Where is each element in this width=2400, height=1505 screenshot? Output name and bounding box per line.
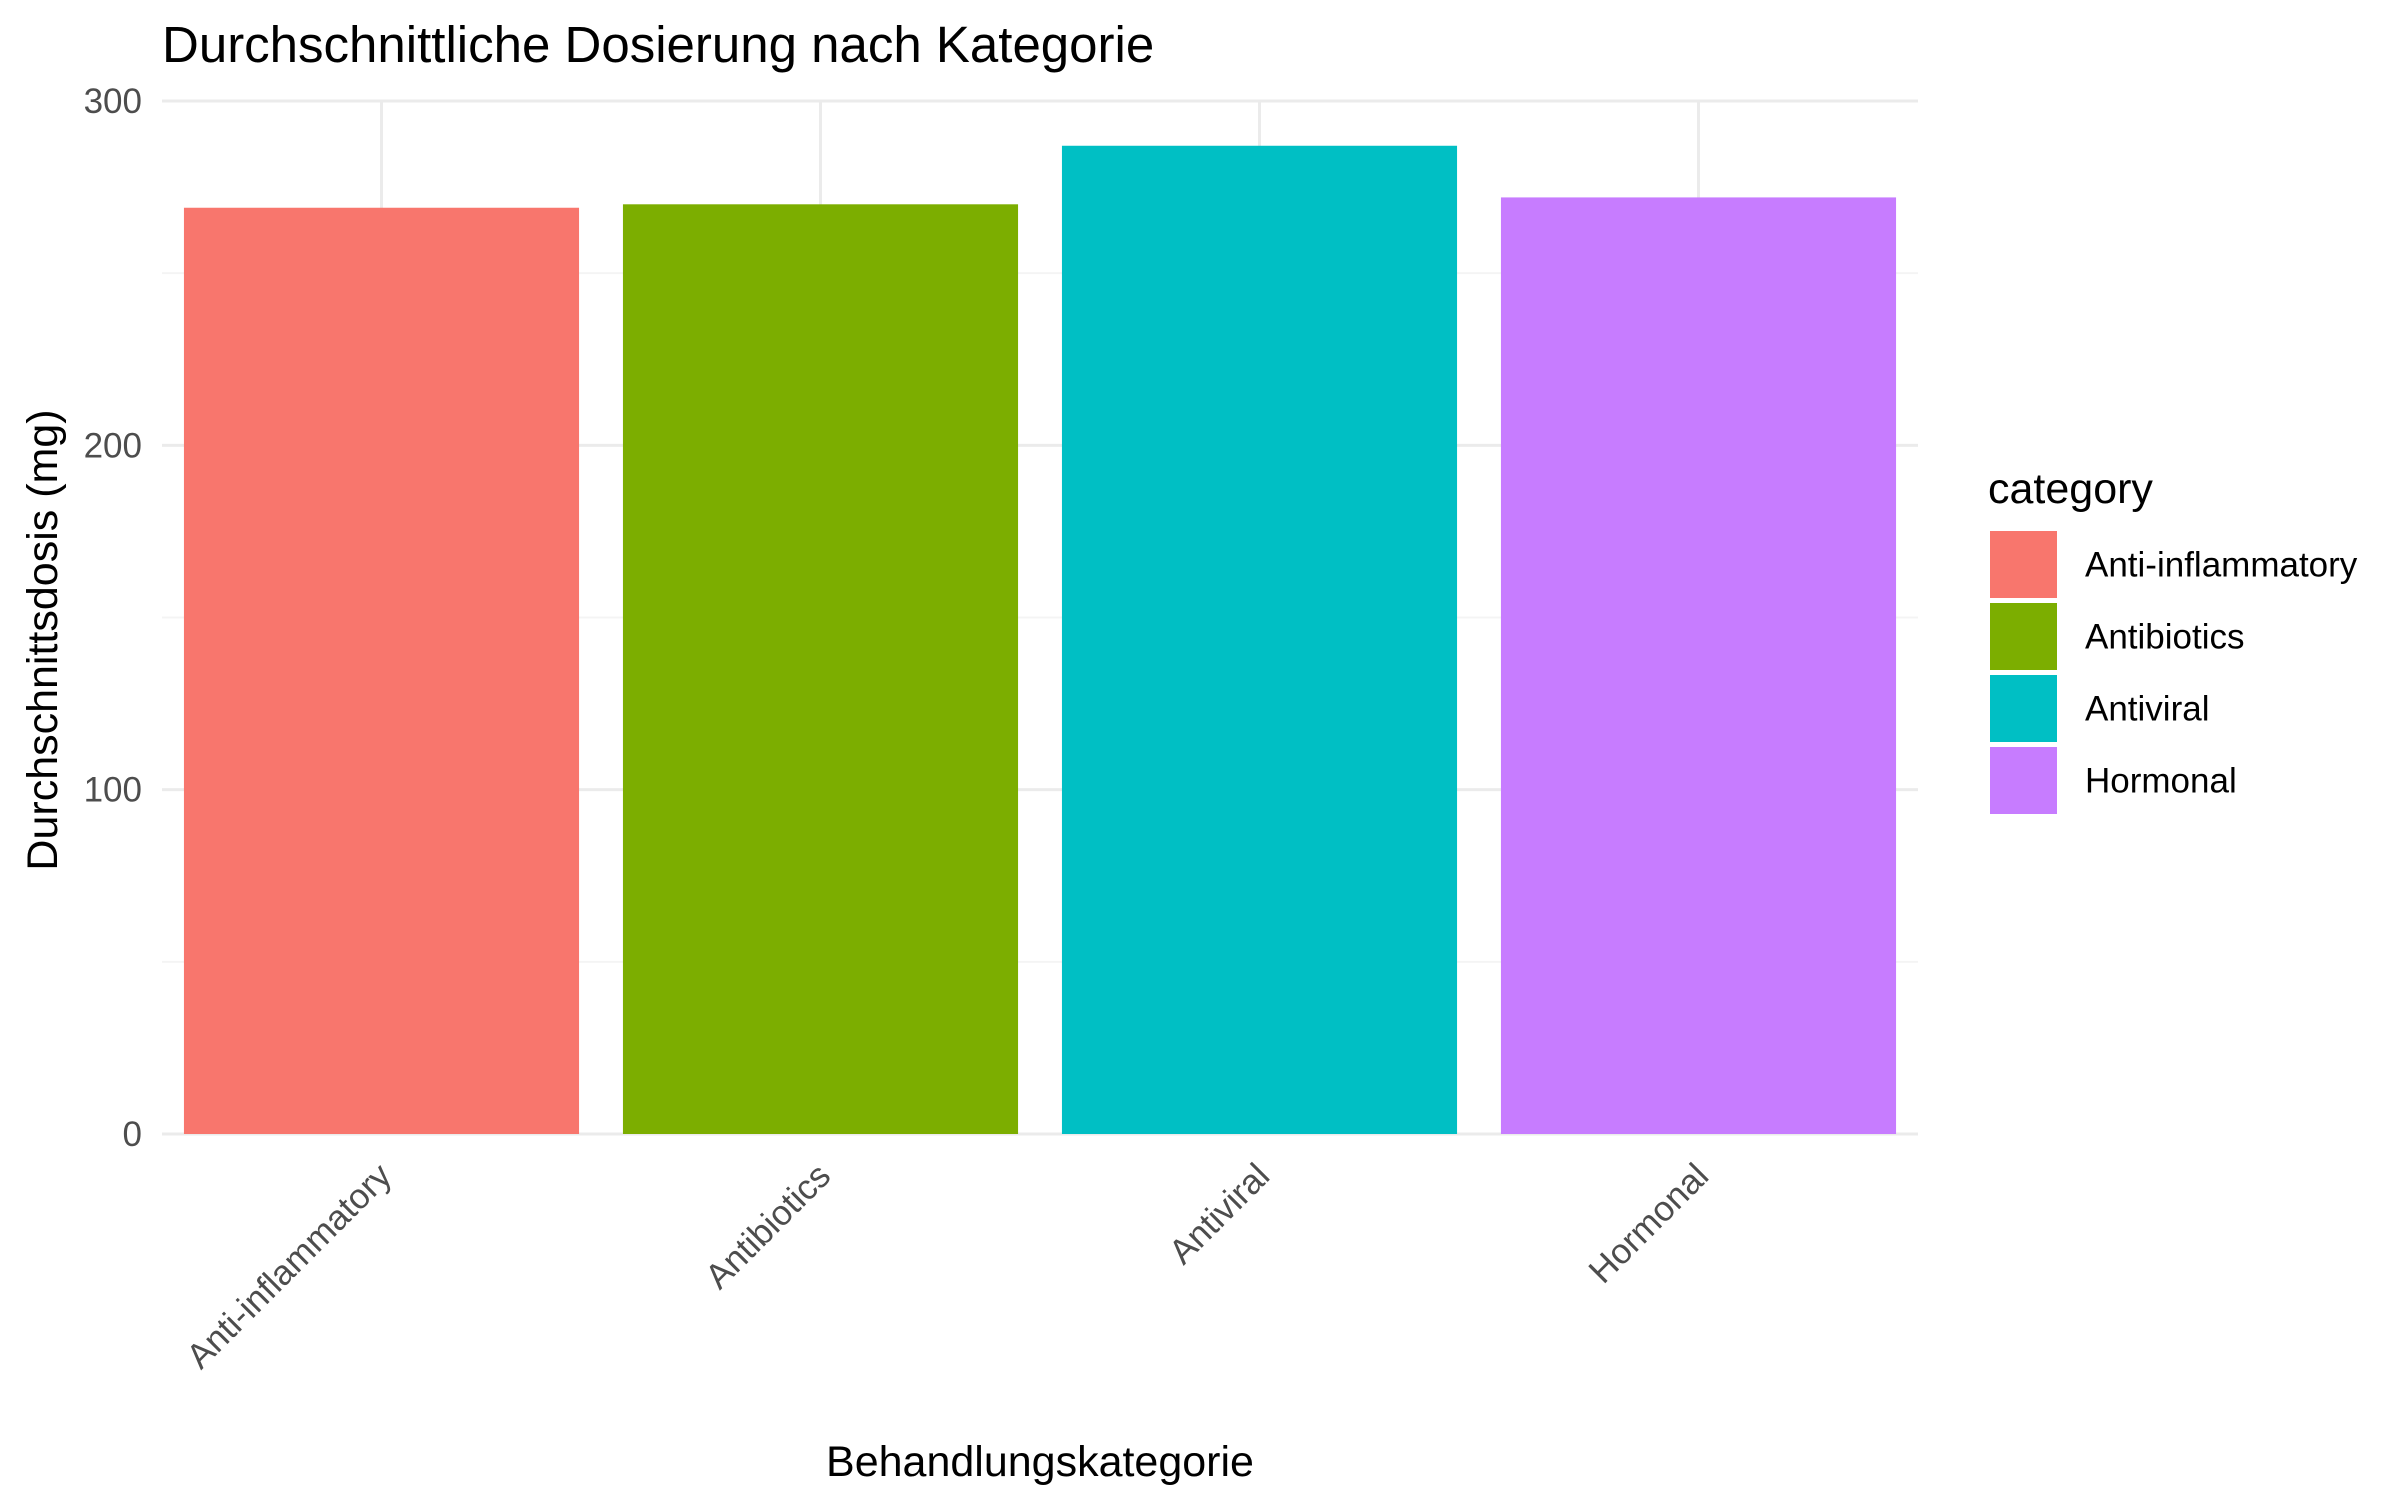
legend-title: category <box>1988 465 2153 513</box>
y-axis-title: Durchschnittsdosis (mg) <box>19 409 67 870</box>
legend-key <box>1990 675 2057 742</box>
legend-label: Antiviral <box>2085 690 2209 729</box>
bar-anti-inflammatory <box>183 207 580 1134</box>
x-tick-label: Hormonal <box>1581 1156 1716 1291</box>
legend-key <box>1990 603 2057 670</box>
x-axis-ticks: Anti-inflammatory Antibiotics Antiviral Hor… <box>179 1156 1716 1376</box>
x-tick-label: Anti-inflammatory <box>179 1156 399 1376</box>
legend: category Anti-inflammatoryAntibioticsAnt… <box>1988 465 2358 814</box>
legend-key <box>1990 747 2057 814</box>
x-tick-label: Antiviral <box>1162 1156 1278 1272</box>
legend-label: Hormonal <box>2085 762 2237 801</box>
y-tick-label: 0 <box>123 1115 142 1154</box>
legend-label: Antibiotics <box>2085 618 2245 657</box>
bar-antiviral <box>1061 145 1458 1135</box>
y-tick-label: 300 <box>84 82 142 121</box>
x-tick-label: Antibiotics <box>698 1156 838 1296</box>
bar-antibiotics <box>622 204 1019 1135</box>
y-tick-label: 200 <box>84 426 142 465</box>
bars <box>183 145 1897 1135</box>
chart-title: Durchschnittliche Dosierung nach Kategor… <box>162 16 1154 73</box>
y-axis-ticks: 0 100 200 300 <box>84 82 142 1154</box>
legend-key <box>1990 531 2057 598</box>
x-axis-title: Behandlungskategorie <box>826 1438 1254 1486</box>
y-tick-label: 100 <box>84 771 142 810</box>
legend-items: Anti-inflammatory Antibiotics Antiviral Hor… <box>1990 531 2358 814</box>
bar-hormonal <box>1500 197 1897 1134</box>
legend-label: Anti-inflammatory <box>2085 546 2358 585</box>
